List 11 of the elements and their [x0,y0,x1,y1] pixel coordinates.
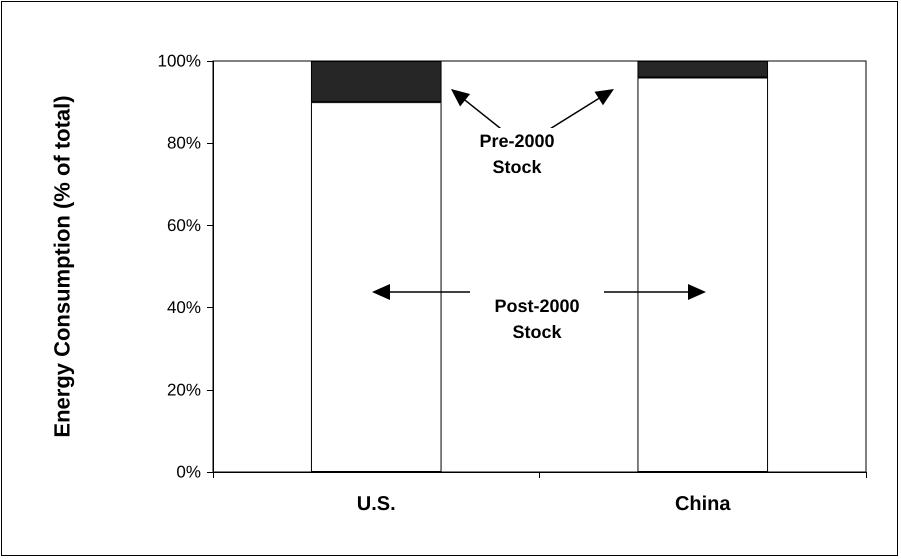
annotation: Pre-2000 Stock [462,128,572,180]
y-tick-label: 20% [166,380,201,400]
y-tick-label: 60% [166,216,201,235]
y-tick-label: 80% [166,134,201,153]
y-tick-label: 40% [166,298,201,318]
y-axis-title: Energy Consumption (% of total) [50,95,74,438]
y-tick-label: 0% [176,462,201,482]
x-tick-label: U.S. [356,493,396,515]
x-tick-label: China [674,493,732,515]
y-tick-label: 100% [158,52,201,70]
annotation: Post-2000 Stock [482,293,592,345]
